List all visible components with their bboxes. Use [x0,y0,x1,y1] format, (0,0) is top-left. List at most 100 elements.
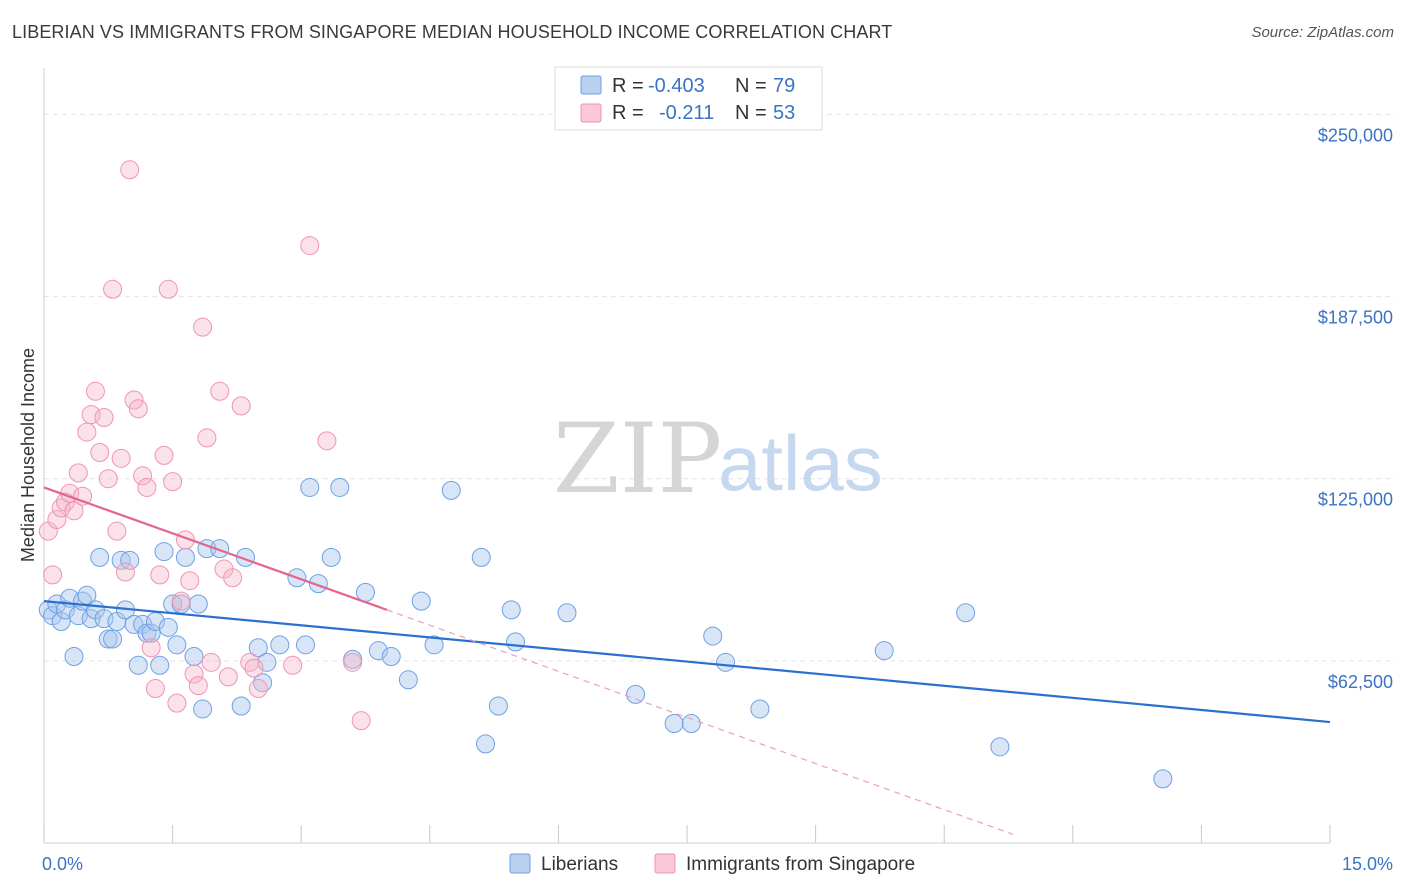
liberian-point [64,646,84,666]
legend-swatch-liberians [580,75,602,95]
series-label-liberians: Liberians [541,854,618,875]
singapore-point [317,431,337,451]
axes [43,68,1331,844]
singapore-point [137,477,157,497]
y-tick-label: $187,500 [1318,308,1393,328]
liberians-trend-line [43,600,1331,724]
singapore-point [210,381,230,401]
singapore-point [77,422,97,442]
singapore-point [81,405,101,425]
singapore-point [85,381,105,401]
y-tick-label: $250,000 [1318,125,1393,145]
series-legend: Liberians Immigrants from Singapore [509,853,915,875]
liberian-point [141,623,161,643]
liberian-point [506,632,526,652]
liberian-point [120,550,140,570]
liberian-point [471,547,491,567]
liberian-point [476,734,496,754]
y-axis-title: Median Household Income [18,348,38,562]
chart-title: LIBERIAN VS IMMIGRANTS FROM SINGAPORE ME… [12,22,893,42]
singapore-point [184,664,204,684]
trend-lines [43,486,1331,835]
legend-r-value-2: -0.211 [659,102,714,124]
singapore-point [111,448,131,468]
liberian-point [210,539,230,559]
liberian-point [321,547,341,567]
singapore-point [115,562,135,582]
source-label: Source: ZipAtlas.com [1251,24,1394,41]
liberian-point [356,582,375,602]
legend-n-label-2: N = [735,102,767,124]
singapore-point [90,442,110,462]
series-swatch-liberians [509,853,531,874]
singapore-point [68,463,88,483]
series-label-singapore: Immigrants from Singapore [686,854,915,875]
liberian-point [231,696,251,716]
legend-r-label-1: R = [612,75,644,97]
x-tick-label-max: 15.0% [1342,854,1393,874]
singapore-point [343,652,363,672]
liberian-point [398,670,418,690]
legend-n-value-2: 53 [773,102,795,124]
x-tick-labels: 0.0% 15.0% [42,854,1393,874]
liberian-point [716,652,736,672]
singapore-point [141,638,161,658]
correlation-legend: R = -0.403 N = 79 R = -0.211 N = 53 [554,66,823,131]
grid-lines [44,113,1395,662]
singapore-trend-line [43,486,388,611]
liberian-point [424,635,444,655]
singapore-point [171,591,191,611]
singapore-point [133,466,153,486]
liberian-point [501,600,521,620]
singapore-point [193,317,213,337]
liberian-point [411,591,431,611]
liberian-point [248,638,268,658]
singapore-point [154,445,174,465]
legend-r-label-2: R = [612,102,644,124]
singapore-point [167,693,187,713]
liberian-point [150,655,170,675]
singapore-points [38,160,371,731]
singapore-point [94,408,114,428]
legend-swatch-singapore [580,103,602,123]
liberian-point [68,606,88,626]
singapore-point [47,510,67,530]
liberian-point [98,629,118,649]
singapore-point [201,652,221,672]
liberian-point [295,635,315,655]
singapore-point [98,469,118,489]
liberian-point [94,609,114,629]
singapore-point [64,501,84,521]
liberian-point [128,655,148,675]
liberians-points [38,477,1173,789]
liberian-point [103,629,123,649]
singapore-point [244,658,264,678]
singapore-point [248,679,268,699]
singapore-trend-extension [386,609,1013,835]
liberian-point [557,603,577,623]
liberian-point [167,635,187,655]
liberian-point [154,542,174,562]
liberian-point [1153,769,1173,789]
singapore-point [158,279,178,299]
singapore-point [120,160,140,180]
singapore-point [188,676,208,696]
singapore-point [150,565,170,585]
watermark: ZIP atlas [553,403,883,515]
liberian-point [703,626,723,646]
singapore-point [218,667,238,687]
y-tick-labels: $62,500 $125,000 $187,500 $250,000 [1318,125,1393,691]
liberian-point [488,696,508,716]
singapore-point [124,390,144,410]
singapore-point [351,711,371,731]
liberian-point [188,594,208,614]
legend-r-value-1: -0.403 [648,75,705,97]
liberian-point [956,603,976,623]
liberian-point [51,612,71,632]
watermark-zip: ZIP [553,403,722,515]
legend-n-value-1: 79 [773,75,795,97]
liberian-point [381,646,401,666]
liberian-point [193,699,213,719]
singapore-point [283,655,303,675]
